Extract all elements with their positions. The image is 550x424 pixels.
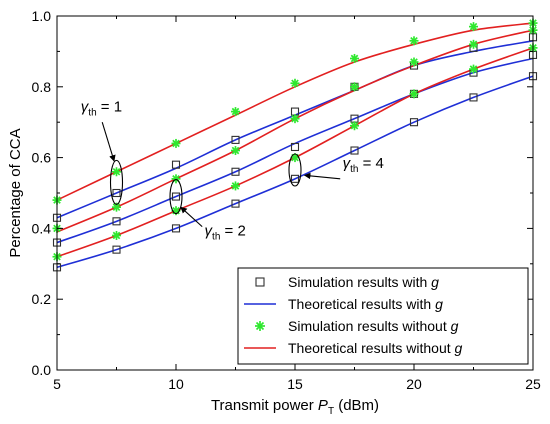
x-label-symbol: P [318,397,328,414]
legend-label-symbol: g [455,340,463,356]
sim-square-marker [469,93,478,102]
annotation-value: = 2 [220,222,245,239]
y-tick-label: 1.0 [32,8,52,24]
sim-asterisk-marker [469,39,478,49]
sim-asterisk-marker [409,89,419,99]
sim-asterisk-marker [112,230,121,240]
annotation-arrow [101,122,116,162]
sim-asterisk-marker [409,57,419,67]
annotation-subscript: th [350,164,358,175]
sim-asterisk-marker [469,64,478,74]
y-tick-label: 0.8 [32,79,52,95]
y-tick-label: 0.4 [32,220,52,236]
annotation-arrow [303,172,341,180]
annotation-ellipse [288,153,302,187]
x-label-subscript: T [328,406,334,417]
annotation-ellipse [109,159,124,205]
annotation-gamma-symbol: γ [205,222,214,239]
y-tick-label: 0.6 [32,150,52,166]
legend-label-symbol: g [451,318,459,334]
theory-line-gamma4-with-g [57,75,533,269]
annotation-ellipse [169,178,183,215]
annotation-value: = 4 [358,155,383,172]
sim-square-marker [290,142,300,152]
legend-label: Theoretical results with g [288,296,443,312]
legend-label: Simulation results with g [288,274,439,290]
sim-square-marker [112,188,121,198]
legend-label-symbol: g [431,274,439,290]
x-label-unit: (dBm) [334,397,379,414]
sim-square-marker [231,135,240,144]
sim-square-marker [112,245,121,254]
legend-label-symbol: g [435,296,443,312]
sim-square-marker [171,224,181,233]
sim-asterisk-marker [231,146,240,156]
sim-square-marker [171,160,181,169]
sim-asterisk-marker [231,181,240,191]
x-axis-label: Transmit power PT (dBm) [211,397,379,417]
theory-line-gamma1-without-g [57,22,533,201]
sim-asterisk-marker [350,121,359,131]
sim-square-marker [231,167,240,176]
legend-label: Theoretical results without g [288,340,463,356]
legend-asterisk-marker [255,321,265,331]
annotation-subscript: th [212,231,220,242]
y-axis-label: Percentage of CCA [7,128,24,257]
sim-asterisk-marker [171,138,181,148]
sim-asterisk-marker [469,22,478,32]
sim-square-marker [350,146,359,155]
sim-square-marker [409,118,419,127]
sim-asterisk-marker [350,53,359,63]
x-tick-label: 5 [53,376,61,392]
sim-square-marker [171,192,181,201]
annotation-gamma-label: γth = 2 [205,222,246,242]
sim-asterisk-marker [350,82,359,92]
annotation-arrow [180,206,203,228]
legend-layer: Simulation results with g Theoretical res… [237,267,529,365]
legend-box [237,267,529,365]
annotation-gamma-label: γth = 1 [81,99,122,119]
annotation-gamma-symbol: γ [81,99,90,116]
x-tick-label: 25 [525,376,541,392]
legend-label: Simulation results without g [288,318,459,334]
axis-layer: 5 10 15 20 25 0.0 0.2 0.4 0.6 0.8 1.0 Transmit powe… [7,8,541,417]
x-tick-label: 10 [168,376,184,392]
sim-asterisk-marker [290,114,300,124]
y-tick-label: 0.0 [32,362,52,378]
annotation-gamma-label: γth = 4 [343,155,384,175]
sim-asterisk-marker [409,36,419,46]
sim-square-marker [112,217,121,226]
x-tick-label: 15 [287,376,303,392]
sim-square-marker [290,174,300,183]
x-tick-label: 20 [406,376,422,392]
annotation-gamma-symbol: γ [343,155,352,172]
sim-asterisk-marker [112,202,121,212]
annotation-subscript: th [88,108,96,119]
legend-square-marker [255,277,265,287]
y-tick-label: 0.2 [32,291,52,307]
annotation-value: = 1 [97,99,122,116]
sim-asterisk-marker [231,107,240,117]
sim-square-marker [231,199,240,208]
sim-asterisk-marker [112,167,121,177]
sim-asterisk-marker [290,78,300,88]
